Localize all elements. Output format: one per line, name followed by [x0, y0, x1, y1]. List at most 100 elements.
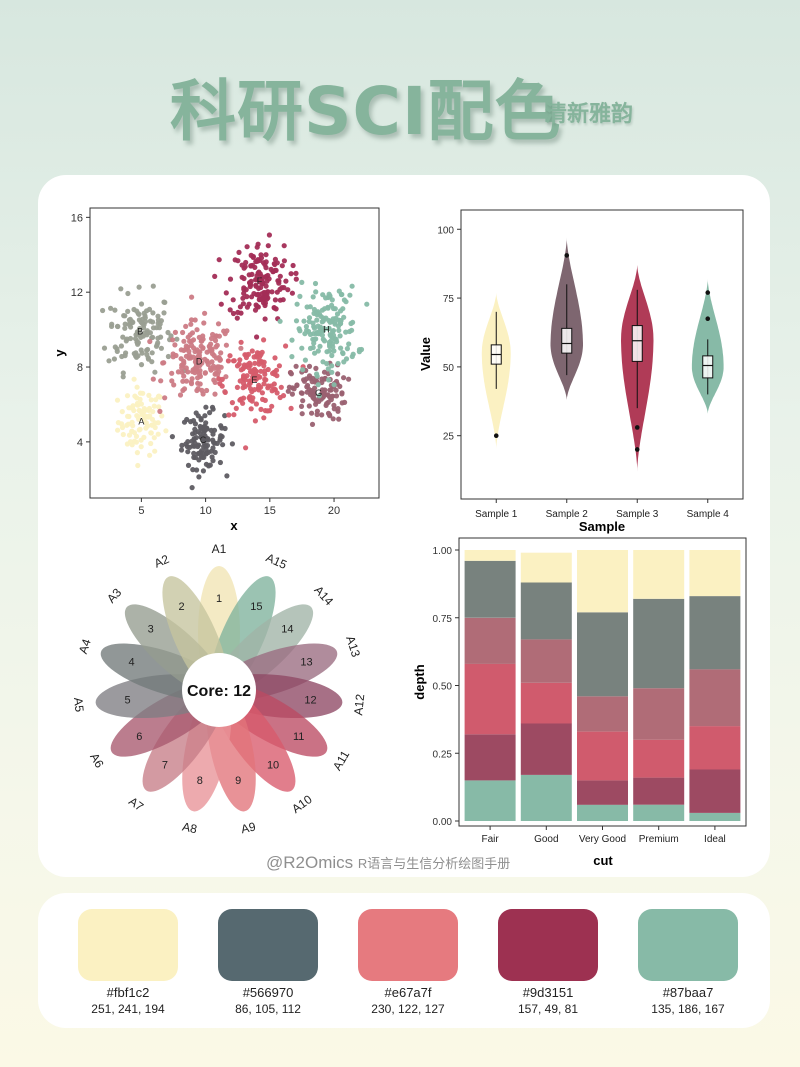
scatter-cluster-label: B: [137, 326, 143, 336]
scatter-point: [230, 358, 237, 364]
scatter-point: [216, 257, 222, 263]
scatter-point: [200, 333, 206, 339]
scatter-point: [238, 339, 244, 345]
bar-y-axis-title: depth: [412, 664, 427, 699]
scatter-point: [263, 259, 269, 265]
scatter-point: [136, 284, 142, 290]
scatter-point: [150, 409, 156, 415]
scatter-point: [346, 341, 352, 347]
scatter-point: [161, 299, 167, 305]
scatter-point: [180, 378, 186, 384]
scatter-point: [326, 377, 332, 383]
scatter-point: [156, 393, 162, 399]
scatter-point: [135, 340, 141, 346]
bar-y-tick-label: 1.00: [433, 546, 453, 557]
scatter-point: [287, 370, 294, 376]
scatter-point: [212, 273, 218, 279]
flower-petal-value: 6: [136, 731, 142, 743]
bar-segment: [633, 550, 685, 599]
scatter-point: [148, 440, 154, 447]
scatter-point: [364, 301, 370, 307]
scatter-point: [310, 294, 316, 300]
scatter-point: [294, 382, 300, 388]
scatter-point: [311, 310, 317, 316]
scatter-point: [312, 350, 318, 356]
scatter-point: [137, 396, 143, 402]
violin-box: [561, 327, 573, 354]
scatter-point: [344, 346, 350, 352]
scatter-point: [207, 410, 213, 416]
scatter-point: [225, 358, 231, 364]
scatter-point: [274, 373, 280, 379]
scatter-point: [137, 390, 144, 396]
scatter-point: [329, 393, 335, 399]
flower-petal-label: A3: [104, 585, 124, 606]
scatter-point: [120, 374, 126, 380]
scatter-point: [112, 344, 118, 350]
scatter-point: [120, 431, 126, 438]
bar-segment: [464, 780, 516, 821]
flower-petal-label: A1: [212, 542, 227, 556]
scatter-point: [249, 368, 256, 374]
scatter-point: [100, 307, 106, 314]
scatter-point: [144, 330, 150, 336]
scatter-point: [316, 393, 322, 399]
scatter-point: [223, 290, 229, 296]
scatter-point: [306, 315, 313, 321]
palette-rgb: 230, 122, 127: [371, 1002, 445, 1016]
scatter-point: [141, 434, 147, 440]
scatter-point: [218, 350, 224, 356]
scatter-point: [234, 363, 241, 369]
scatter-point: [263, 265, 269, 271]
flower-petal-value: 1: [216, 593, 222, 605]
scatter-point: [244, 244, 250, 250]
scatter-point: [159, 413, 165, 419]
scatter-point: [188, 317, 195, 323]
scatter-cluster-label: F: [257, 276, 263, 286]
scatter-point: [169, 434, 175, 440]
flower-petal-values: 1 15 14 13 12 11 10 9 8 7 6 5 4 3 2: [124, 593, 316, 787]
scatter-point: [142, 313, 148, 319]
scatter-point: [212, 379, 218, 385]
scatter-cluster-labels: A B C D E F G H: [137, 276, 330, 445]
scatter-point: [318, 313, 324, 319]
scatter-point: [202, 413, 208, 419]
scatter-point: [333, 387, 339, 393]
scatter-point: [271, 305, 278, 311]
scatter-point: [310, 336, 316, 342]
violin-outlier: [705, 316, 711, 322]
bar-x-tick-label: Good: [534, 834, 558, 845]
scatter-point: [138, 401, 144, 407]
bar-segment: [464, 734, 516, 781]
scatter-point: [255, 374, 261, 380]
scatter-point: [286, 384, 292, 390]
scatter-point: [147, 452, 153, 458]
scatter-point: [335, 360, 341, 367]
scatter-point: [155, 431, 161, 437]
scatter-point: [243, 287, 249, 293]
scatter-point: [277, 297, 283, 303]
bar-axes: Fair Good Very Good Premium Ideal 0.00 0.25 0.5…: [433, 546, 726, 845]
scatter-point: [263, 283, 269, 289]
scatter-point: [283, 343, 289, 349]
scatter-point: [229, 441, 235, 447]
palette-swatch: [78, 909, 178, 981]
palette-rgb: 157, 49, 81: [517, 1002, 579, 1016]
scatter-point: [158, 345, 164, 351]
scatter-point: [212, 391, 218, 397]
violin-box: [631, 325, 643, 362]
scatter-point: [191, 450, 197, 456]
violin-outlier: [564, 253, 570, 258]
scatter-point: [279, 263, 285, 269]
scatter-point: [333, 393, 340, 399]
bar-segment: [577, 696, 628, 732]
page-title: 科研SCI配色: [170, 73, 562, 150]
scatter-point: [174, 336, 180, 342]
scatter-point: [252, 307, 259, 313]
scatter-point: [149, 350, 155, 356]
scatter-point: [313, 365, 319, 371]
scatter-point: [298, 390, 304, 396]
scatter-point: [156, 404, 162, 410]
scatter-point: [194, 387, 200, 394]
scatter-point: [258, 277, 264, 283]
